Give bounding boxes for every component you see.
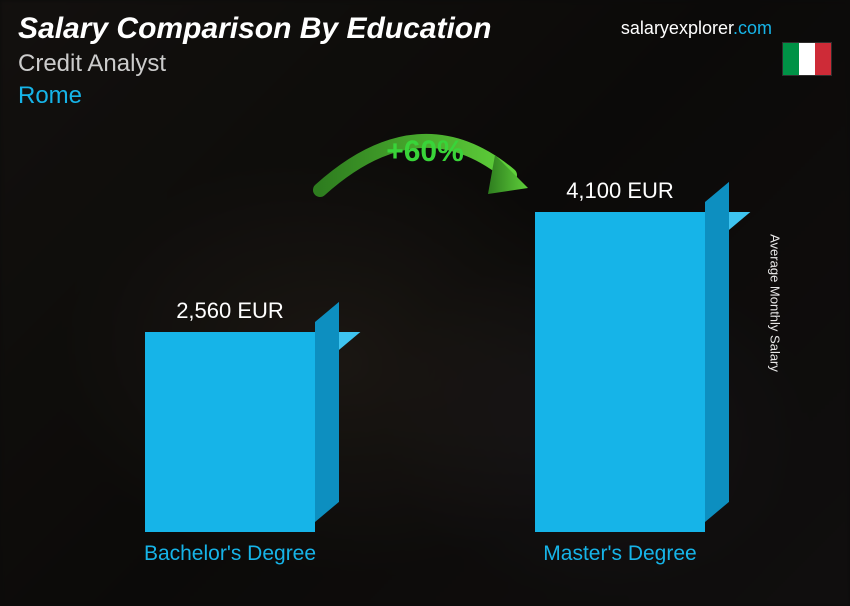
brand-name: salaryexplorer <box>621 18 733 38</box>
bar-value-label: 2,560 EUR <box>176 298 284 324</box>
bar-category-label: Bachelor's Degree <box>144 542 316 566</box>
bar-3d-shape <box>145 332 315 532</box>
bar-3d-shape <box>535 212 705 532</box>
brand-suffix: .com <box>733 18 772 38</box>
page-title: Salary Comparison By Education <box>18 12 491 46</box>
job-subtitle: Credit Analyst <box>18 50 166 78</box>
flag-stripe-red <box>815 43 831 75</box>
brand-logo-text: salaryexplorer.com <box>621 18 772 39</box>
content-layer: Salary Comparison By Education Credit An… <box>0 0 850 606</box>
location-label: Rome <box>18 82 82 110</box>
bar-masters: 4,100 EUR Master's Degree <box>490 178 750 566</box>
bar-front-face <box>145 332 315 532</box>
bar-value-label: 4,100 EUR <box>566 178 674 204</box>
italy-flag-icon <box>782 42 832 76</box>
bar-front-face <box>535 212 705 532</box>
bar-side-face <box>705 182 729 522</box>
flag-stripe-green <box>783 43 799 75</box>
bar-bachelors: 2,560 EUR Bachelor's Degree <box>100 298 360 566</box>
percentage-change-badge: +60% <box>386 135 464 169</box>
flag-stripe-white <box>799 43 815 75</box>
bar-side-face <box>315 302 339 522</box>
bar-category-label: Master's Degree <box>543 542 696 566</box>
